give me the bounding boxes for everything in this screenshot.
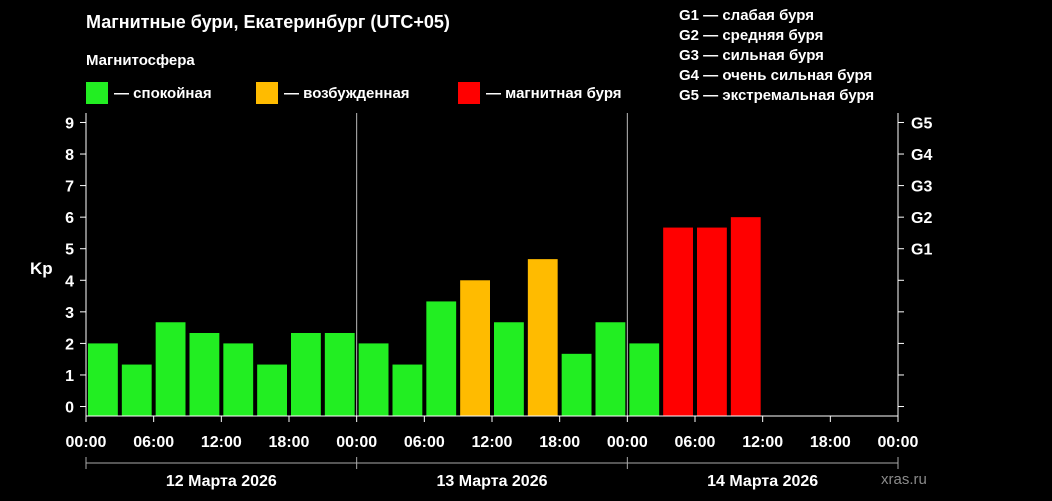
g-level-label: G5	[911, 115, 932, 132]
y-tick-label: 7	[65, 179, 74, 196]
x-tick-label: 00:00	[878, 434, 919, 451]
legend-label-excited: — возбужденная	[284, 84, 410, 102]
kp-bar	[155, 322, 186, 416]
y-tick-label: 0	[65, 400, 74, 417]
legend-item-storm: — магнитная буря	[458, 82, 622, 104]
legend-label-quiet: — спокойная	[114, 84, 212, 102]
kp-bar	[561, 353, 592, 416]
x-tick-label: 12:00	[742, 434, 783, 451]
x-tick-label: 12:00	[472, 434, 513, 451]
kp-bar	[257, 364, 287, 416]
y-tick-label: 4	[65, 273, 74, 290]
y-tick-label: 2	[65, 336, 74, 353]
x-tick-label: 06:00	[675, 434, 716, 451]
kp-bar	[291, 332, 321, 416]
y-tick-label: 8	[65, 147, 74, 164]
quiet-swatch	[86, 82, 108, 104]
storm-swatch	[458, 82, 480, 104]
kp-bars	[88, 217, 761, 416]
y-tick-label: 5	[65, 242, 74, 259]
x-tick-label: 18:00	[269, 434, 310, 451]
kp-bar	[460, 280, 490, 416]
kp-bar	[494, 322, 524, 416]
kp-bar	[663, 227, 693, 416]
kp-bar	[88, 343, 118, 416]
kp-bar	[121, 364, 152, 416]
kp-bar	[595, 322, 626, 416]
y-tick-label: 9	[65, 115, 74, 132]
g-level-label: G1	[911, 242, 932, 259]
g-level-label: G3	[911, 179, 932, 196]
day-label: 14 Марта 2026	[707, 473, 818, 490]
excited-swatch	[256, 82, 278, 104]
chart-title: Магнитные бури, Екатеринбург (UTC+05)	[86, 12, 450, 32]
chart-axes: 0 1 2 3 4 5 6 7 8 9 G1 G2 G3 G4 G5 00:00 06:00 12:00 18:00…	[65, 113, 932, 490]
x-tick-label: 18:00	[810, 434, 851, 451]
x-tick-label: 00:00	[607, 434, 648, 451]
x-tick-label: 06:00	[133, 434, 174, 451]
x-tick-label: 00:00	[66, 434, 107, 451]
legend-heading: Магнитосфера	[86, 52, 195, 69]
g-level-label: G4	[911, 147, 932, 164]
kp-bar	[629, 343, 660, 416]
storm-level-g5: G5 — экстремальная буря	[679, 87, 875, 104]
g-level-label: G2	[911, 210, 932, 227]
kp-bar	[392, 364, 423, 416]
storm-level-g2: G2 — средняя буря	[679, 27, 824, 44]
legend-label-storm: — магнитная буря	[486, 84, 622, 102]
kp-bar	[697, 227, 727, 416]
y-tick-label: 6	[65, 210, 74, 227]
day-label: 12 Марта 2026	[166, 473, 277, 490]
x-tick-label: 00:00	[336, 434, 377, 451]
watermark-link[interactable]: xras.ru	[881, 471, 927, 488]
storm-level-g4: G4 — очень сильная буря	[679, 67, 873, 84]
day-separators	[356, 113, 628, 416]
kp-bar	[527, 259, 558, 416]
day-label: 13 Марта 2026	[437, 473, 548, 490]
x-tick-label: 12:00	[201, 434, 242, 451]
storm-level-list: G1 — слабая буря G2 — средняя буря G3 — …	[679, 6, 874, 106]
x-tick-label: 18:00	[539, 434, 580, 451]
kp-bar	[189, 332, 220, 416]
y-axis-label: Kp	[30, 259, 53, 278]
storm-level-g3: G3 — сильная буря	[679, 47, 824, 64]
kp-bar	[358, 343, 389, 416]
kp-bar	[426, 301, 457, 416]
kp-bar	[324, 332, 355, 416]
storm-level-g1: G1 — слабая буря	[679, 7, 815, 24]
x-tick-label: 06:00	[404, 434, 445, 451]
y-tick-label: 1	[65, 368, 74, 385]
kp-bar	[730, 217, 761, 416]
legend-item-quiet: — спокойная	[86, 82, 212, 104]
y-tick-label: 3	[65, 305, 74, 322]
kp-bar	[223, 343, 254, 416]
legend-item-excited: — возбужденная	[256, 82, 410, 104]
